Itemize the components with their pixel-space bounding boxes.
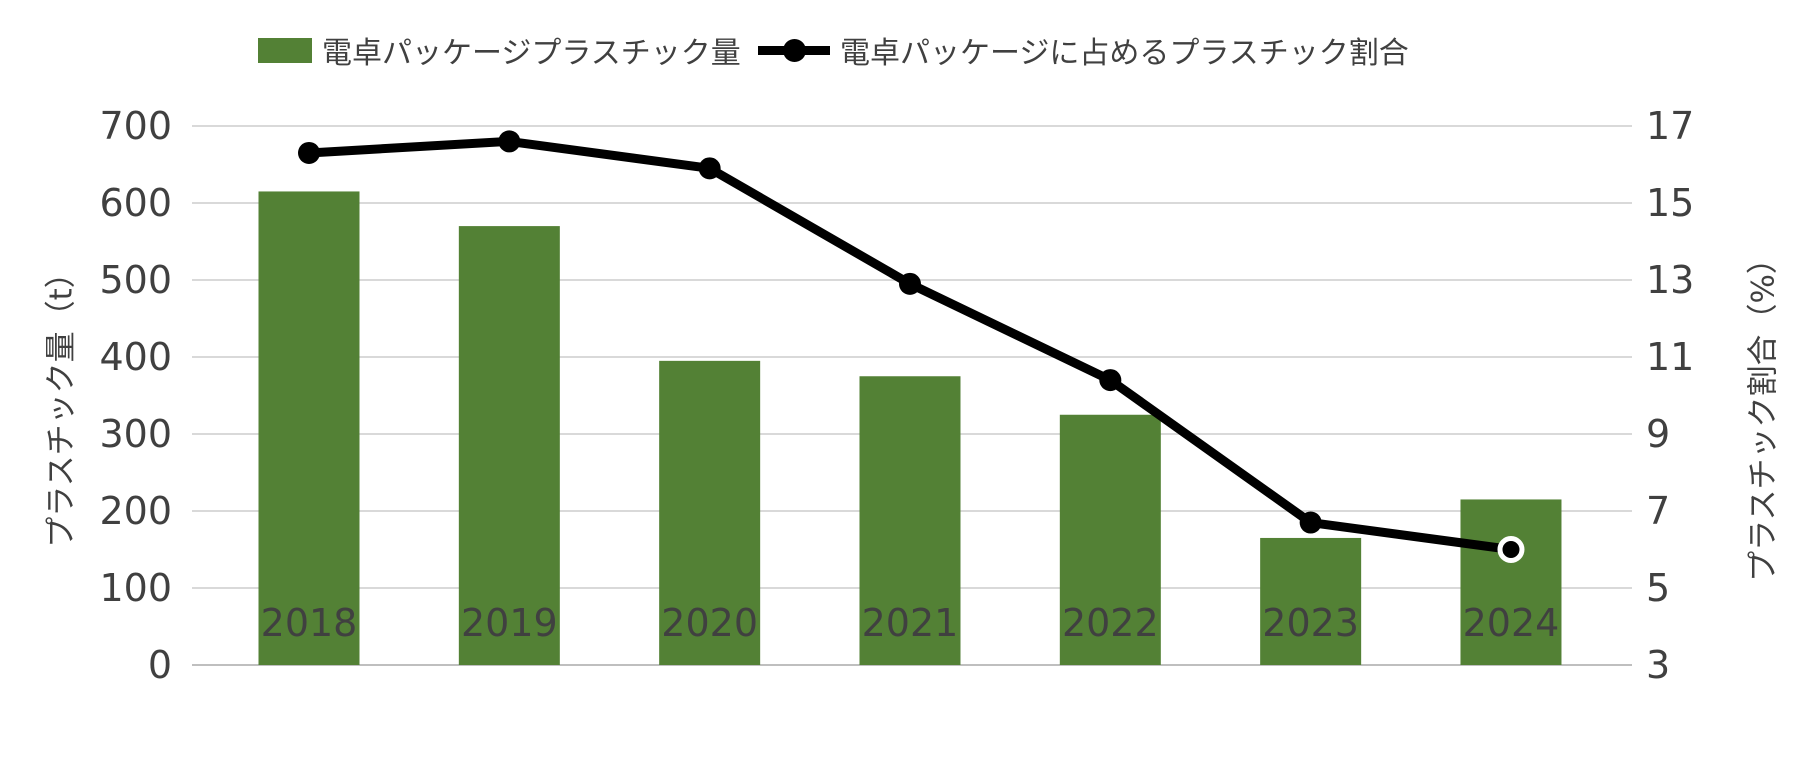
left-axis-tick-label: 100 bbox=[99, 566, 172, 610]
left-axis-tick-label: 300 bbox=[99, 412, 172, 456]
bar-2022 bbox=[1059, 414, 1161, 665]
bar-2019 bbox=[458, 226, 560, 665]
left-axis-tick-label: 0 bbox=[148, 643, 172, 687]
right-axis-tick-label: 15 bbox=[1646, 181, 1694, 225]
x-axis-label-2021: 2021 bbox=[862, 601, 959, 645]
line-marker-2020 bbox=[698, 157, 721, 180]
right-axis-tick-label: 3 bbox=[1646, 643, 1670, 687]
legend-item-bar: 電卓パッケージプラスチック量 bbox=[258, 30, 741, 71]
left-axis-tick-label: 400 bbox=[99, 335, 172, 379]
left-axis-tick-label: 700 bbox=[99, 104, 172, 148]
line-marker-2024 bbox=[1497, 536, 1525, 563]
bar-2024 bbox=[1460, 499, 1562, 665]
bar-legend-swatch-icon bbox=[258, 37, 312, 63]
line-marker-2019 bbox=[498, 130, 521, 153]
line-marker-2018 bbox=[298, 141, 320, 164]
legend-line-label: 電卓パッケージに占めるプラスチック割合 bbox=[840, 36, 1409, 71]
left-axis-tick-label: 600 bbox=[99, 181, 172, 225]
bar-2018 bbox=[258, 191, 360, 665]
bar-2020 bbox=[659, 360, 761, 665]
bar-2021 bbox=[859, 376, 961, 665]
legend-item-line: 電卓パッケージに占めるプラスチック割合 bbox=[758, 30, 1409, 71]
legend-bar-label: 電卓パッケージプラスチック量 bbox=[322, 36, 741, 71]
line-marker-2021 bbox=[898, 272, 921, 295]
x-axis-label-2018: 2018 bbox=[261, 601, 358, 645]
x-axis-label-2020: 2020 bbox=[661, 601, 758, 645]
right-axis-tick-label: 7 bbox=[1646, 489, 1670, 533]
right-axis-tick-label: 9 bbox=[1646, 412, 1670, 456]
left-axis-tick-label: 500 bbox=[99, 258, 172, 302]
line-legend-swatch-icon bbox=[758, 38, 830, 63]
line-marker-2022 bbox=[1099, 369, 1122, 392]
x-axis-label-2022: 2022 bbox=[1062, 601, 1159, 645]
right-axis-tick-label: 13 bbox=[1646, 258, 1694, 302]
bar-2023 bbox=[1260, 537, 1362, 665]
line-marker-2023 bbox=[1299, 511, 1322, 534]
right-axis-tick-label: 11 bbox=[1646, 335, 1694, 379]
right-axis-tick-label: 17 bbox=[1646, 104, 1694, 148]
right-axis-tick-label: 5 bbox=[1646, 566, 1670, 610]
x-axis-label-2024: 2024 bbox=[1463, 601, 1560, 645]
left-axis-tick-label: 200 bbox=[99, 489, 172, 533]
x-axis-label-2023: 2023 bbox=[1262, 601, 1359, 645]
x-axis-label-2019: 2019 bbox=[461, 601, 558, 645]
